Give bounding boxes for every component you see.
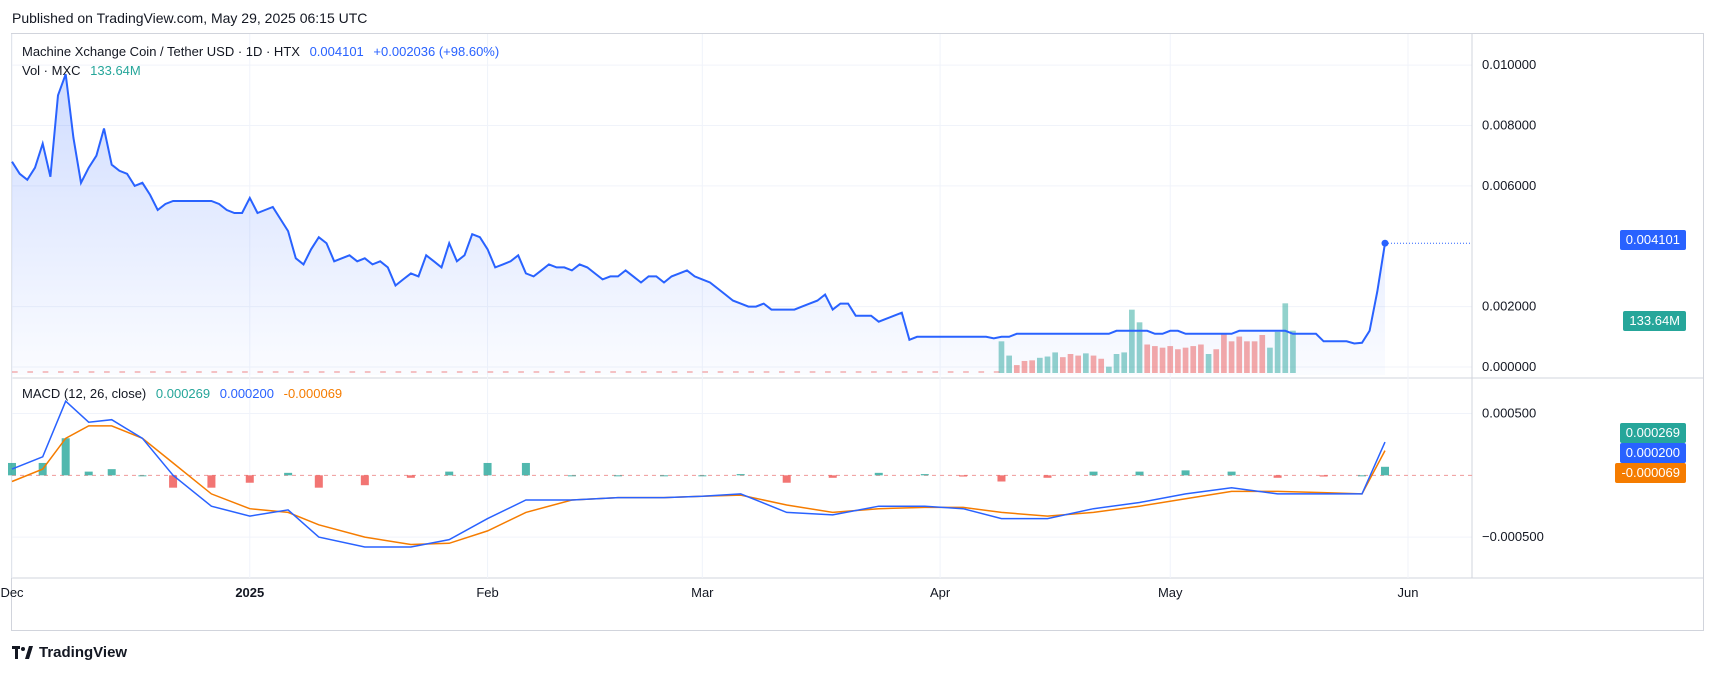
macd-value: 0.000269 xyxy=(155,386,211,401)
macd-histogram-bar xyxy=(84,471,93,476)
time-axis-label: Apr xyxy=(930,585,951,600)
macd-histogram-bar xyxy=(207,475,216,488)
macd-histogram-bar xyxy=(521,462,530,476)
macd-histogram-bar xyxy=(920,474,929,476)
tradingview-logo[interactable]: TradingView xyxy=(12,644,127,661)
time-axis-label: Mar xyxy=(691,585,714,600)
macd-histogram-bar xyxy=(1319,475,1328,477)
macd-histogram-bar xyxy=(360,475,369,486)
macd-histogram-bar xyxy=(736,474,745,476)
macd-histogram-bar xyxy=(169,475,178,488)
macd-histogram-bar xyxy=(107,469,116,476)
macd-histogram-bar xyxy=(483,462,492,476)
signal-line xyxy=(11,425,1386,546)
macd-histogram-bar xyxy=(245,475,254,483)
price-axis-label: 0.006000 xyxy=(1482,178,1536,193)
macd-axis-label: −0.000500 xyxy=(1482,529,1544,544)
price-axis-label: 0.000000 xyxy=(1482,359,1536,374)
volume-value: 133.64M xyxy=(90,63,141,78)
macd-histogram-bar xyxy=(698,475,707,477)
published-header: Published on TradingView.com, May 29, 20… xyxy=(12,10,368,26)
macd-histogram-bar xyxy=(284,472,293,476)
time-axis-label: 2025 xyxy=(235,585,264,600)
macd-histogram-bar xyxy=(828,475,837,478)
macd-label[interactable]: MACD (12, 26, close) xyxy=(22,386,147,401)
last-price-tag: 0.004101 xyxy=(1619,230,1686,250)
macd-histogram-bar xyxy=(874,472,883,476)
macd-histogram-bar xyxy=(613,475,622,477)
macd-histogram-bar xyxy=(1357,475,1366,477)
macd-histogram-bar xyxy=(1089,471,1098,476)
macd-histogram-bar xyxy=(1227,471,1236,476)
legend-change: +0.002036 (+98.60%) xyxy=(373,44,500,59)
signal-tag: 0.000200 xyxy=(1619,443,1686,463)
macd-histogram-bar xyxy=(659,475,668,477)
macd-histogram-bar xyxy=(959,475,968,477)
macd-histogram-bar xyxy=(61,438,70,476)
macd-histogram-bar xyxy=(8,462,16,476)
legend-main: Machine Xchange Coin / Tether USD · 1D ·… xyxy=(22,44,505,59)
price-axis-label: 0.002000 xyxy=(1482,299,1536,314)
time-axis-label: Feb xyxy=(476,585,498,600)
macd-line xyxy=(11,399,1386,548)
footer-brand: TradingView xyxy=(39,644,128,661)
volume-tag: 133.64M xyxy=(1623,311,1686,331)
axes: 0.010000 0.008000 0.006000 0.002000 0.000000… xyxy=(0,57,1543,600)
legend-price: 0.004101 xyxy=(309,44,364,59)
histogram-tag: -0.000069 xyxy=(1615,463,1686,483)
legend-macd: MACD (12, 26, close) 0.000269 0.000200 -… xyxy=(22,386,348,401)
price-axis-label: 0.010000 xyxy=(1482,57,1536,72)
macd-histogram-bar xyxy=(1181,470,1190,476)
time-axis-label: Jun xyxy=(1398,585,1419,600)
macd-histogram-bar xyxy=(138,475,147,477)
macd-axis-label: 0.000500 xyxy=(1482,406,1536,421)
macd-histogram-bar xyxy=(1043,475,1052,478)
histogram-value: -0.000069 xyxy=(283,386,343,401)
volume-label[interactable]: Vol · MXC xyxy=(22,63,81,78)
symbol-title[interactable]: Machine Xchange Coin / Tether USD · 1D ·… xyxy=(22,44,300,59)
macd-histogram-bar xyxy=(406,475,415,478)
legend-volume: Vol · MXC 133.64M xyxy=(22,63,147,78)
macd-histogram-bar xyxy=(1380,466,1389,476)
macd-histogram-bar xyxy=(997,475,1006,482)
macd-histogram-bar xyxy=(314,475,323,488)
macd-tag: 0.000269 xyxy=(1619,423,1686,443)
tradingview-logo-icon xyxy=(12,645,33,659)
signal-value: 0.000200 xyxy=(219,386,274,401)
price-series xyxy=(11,73,1472,375)
macd-histogram-bar xyxy=(1135,471,1144,476)
price-axis-label: 0.008000 xyxy=(1482,117,1536,132)
time-axis-label: May xyxy=(1158,585,1183,600)
time-axis-label: Dec xyxy=(0,585,24,600)
macd-pane xyxy=(8,399,1389,548)
macd-histogram-bar xyxy=(1273,475,1282,478)
price-line xyxy=(11,73,1386,345)
macd-histogram-bar xyxy=(445,471,454,476)
macd-histogram-bar xyxy=(782,475,791,483)
macd-histogram-bar xyxy=(567,475,576,477)
last-price-dot xyxy=(1381,239,1389,247)
price-area xyxy=(12,74,1385,375)
